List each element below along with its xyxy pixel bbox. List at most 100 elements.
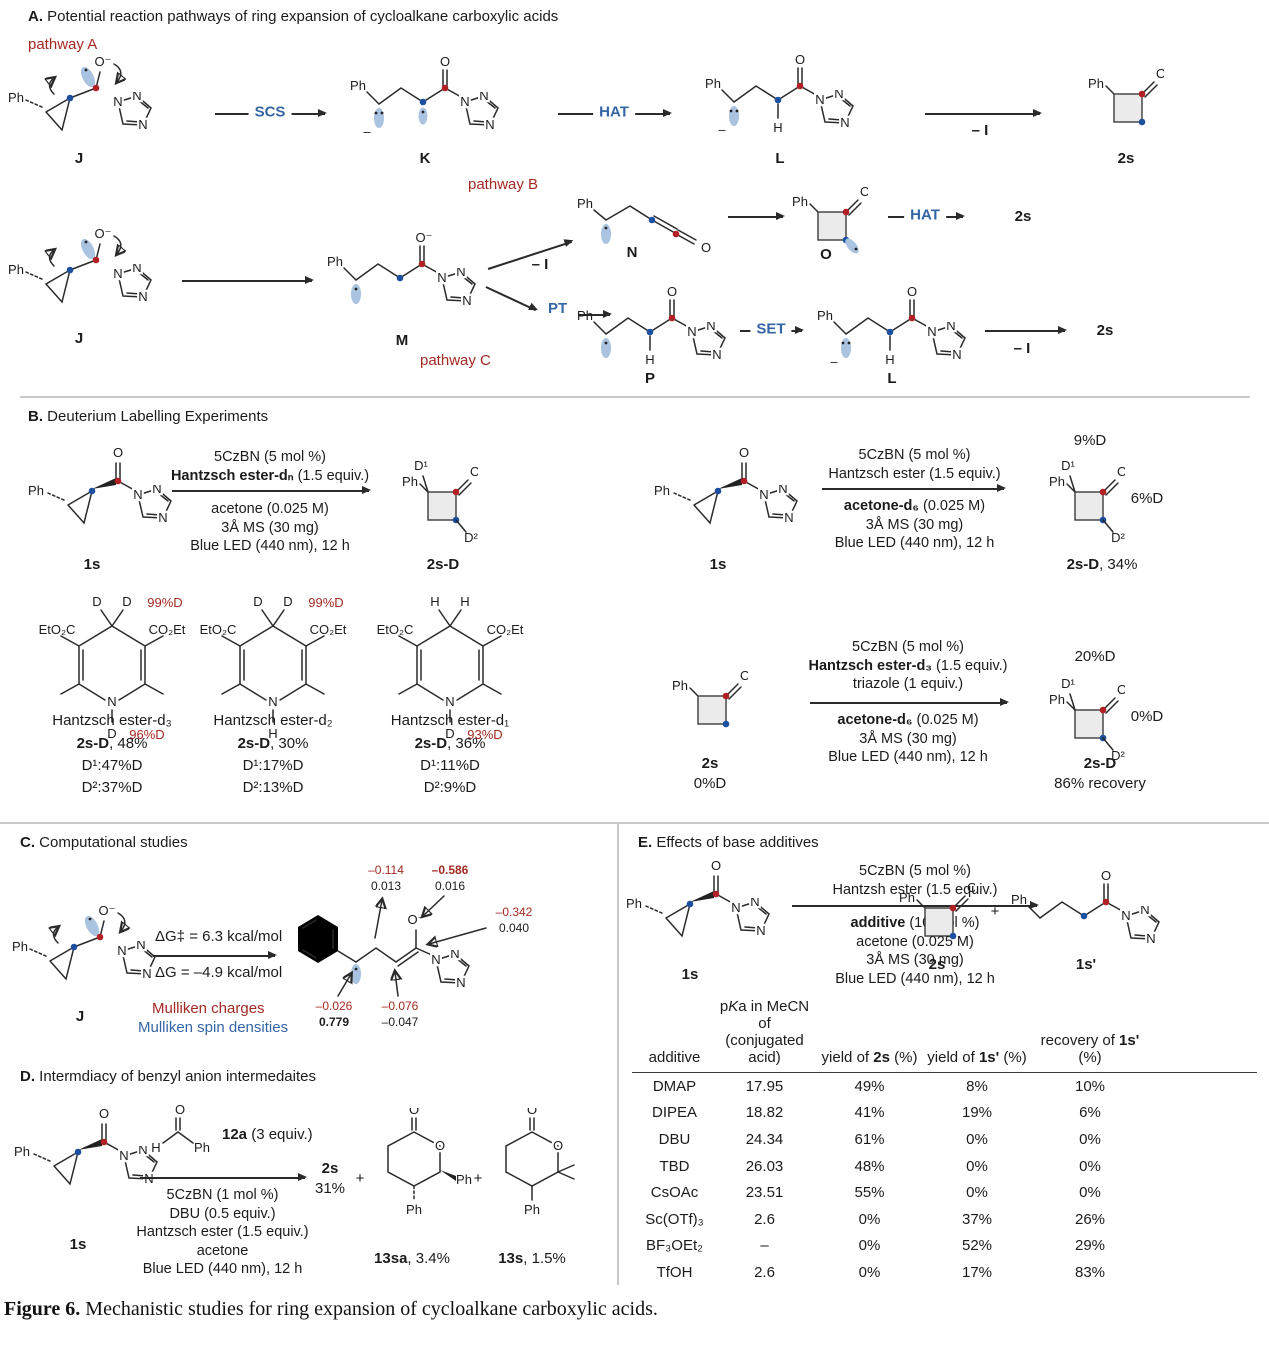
label-J: J [74,150,84,167]
label-L2: L [887,370,897,387]
hantzsch-d2-name: Hantzsch ester-d₂ [213,712,333,729]
table-row: CsOAc 23.51 55% 0% 0% [632,1179,1257,1206]
label-2s-paneld: 2s [321,1160,339,1177]
cell-yield-2s: 49% [854,1077,885,1095]
cell-pka: – [760,1237,769,1255]
panel-d-title: D. Intermdiacy of benzyl anion intermeda… [20,1068,316,1085]
atom-label: D¹ [414,458,428,473]
condition-line: Blue LED (440 nm), 12 h [835,970,995,987]
arrow-label-pt: PT [548,300,568,317]
cell-additive: TfOH [656,1263,693,1281]
plus-sign: + [355,1170,365,1187]
structure-1s-panele [620,858,785,968]
divider-vertical [617,822,619,1285]
structure-1s-rxn2 [648,445,813,555]
condition-line: DBU (0.5 equiv.) [169,1205,276,1222]
arrow-label-minus-i-c: – I [1013,340,1031,357]
label-K: K [419,150,431,167]
label-2s-panele: 2s [928,956,946,973]
structure-J [4,56,174,156]
conditions-panele-above: 5CzBN (5 mol %) Hantzsh ester (1.5 equiv… [790,862,1040,899]
structure-2s [1082,58,1172,138]
structure-ring-opened-panelc: O⁻ –0.114 0.013 –0.586 0.016 –0.342 0.04… [282,863,533,1029]
cell-additive: DMAP [652,1077,697,1095]
arrow-label-set: SET [750,320,792,338]
structure-1s-rxn1 [22,445,187,555]
cell-additive: DBU [658,1130,691,1148]
label-2s-rxn3: 2s [701,755,719,772]
table-row: Sc(OTf)₃ 2.6 0% 37% 26% [632,1206,1257,1233]
condition-rest: (1.5 equiv.) [293,467,370,484]
structure-13sa: Ph Ph [372,1108,472,1217]
atom-label: D [445,726,454,741]
col-header-yield-2s: yield of 2s (%) [812,998,927,1073]
arrow-j-to-m [182,276,314,284]
label-2s-rxn3-d: 0%D [693,775,727,792]
pct-label: 99%D [308,595,343,610]
structure-P: O H [572,284,747,367]
panel-e-title: E. Effects of base additives [638,834,819,851]
table-row: BF₃OEt₂ – 0% 52% 29% [632,1233,1257,1260]
structure-N [572,182,722,262]
atom-label: O [1101,868,1111,883]
cell-recovery: 6% [1079,1104,1101,1122]
col-header-yield-1sp: yield of 1s' (%) [927,998,1027,1073]
mulliken-spin: –0.047 [382,1015,419,1029]
condition-line: 5CzBN (5 mol %) [214,449,326,465]
cell-yield-2s: 41% [854,1104,885,1122]
cell-yield-1sp: 0% [966,1157,988,1175]
annotation-d1pct: 9%D [1073,432,1107,449]
panel-e-label: E. [638,834,653,851]
mulliken-charge: –0.026 [316,999,353,1013]
structure-13s: Ph [490,1108,575,1217]
structure-L2: O – H [812,284,987,369]
conditions-rxn1-below: acetone (0.025 M) 3Å MS (30 mg) Blue LED… [170,500,370,556]
condition-rest: (0.025 M) [912,712,979,728]
atom-label: O [795,52,805,67]
condition-line: Hantzsch ester (1.5 equiv.) [136,1224,309,1240]
atom-label: D [92,594,101,609]
cell-additive: BF₃OEt₂ [646,1237,703,1255]
pct-label: 96%D [129,727,164,742]
arrow-rxn3 [810,698,1009,706]
cell-recovery: 83% [1074,1263,1106,1281]
hdr-bold: 1s' [1119,1032,1140,1049]
hantzsch-d3-result: 2s-D, 48% [77,735,148,752]
condition-bold: Hantzsch ester-d₃ [808,657,933,674]
table-row: DMAP 17.95 49% 8% 10% [632,1073,1257,1100]
arrow-label-minus-i-b: – I [531,256,549,273]
panel-b-title: B. Deuterium Labelling Experiments [28,408,268,425]
condition-line: 3Å MS (30 mg) [221,519,319,536]
plus-sign: + [990,903,1000,920]
table-row: DIPEA 18.82 41% 19% 6% [632,1100,1257,1127]
condition-line: Blue LED (440 nm), 12 h [834,535,995,551]
cell-yield-2s: 0% [858,1210,881,1228]
cell-pka: 23.51 [745,1184,784,1202]
label-2sD-rxn3: 2s-D [1083,755,1117,772]
atom-label: H [460,594,469,609]
atom-label: D [283,594,292,609]
table-header-row: additive pKa in MeCN of (conjugated acid)… [632,998,1257,1073]
label-12a: 12a (3 equiv.) [222,1126,313,1143]
arrow-minus-i-1 [925,109,1042,117]
panel-b-title-text: Deuterium Labelling Experiments [47,408,269,425]
cell-yield-1sp: 37% [961,1210,993,1228]
hdr-pre: recovery of [1040,1032,1120,1049]
structure-M: O⁻ [322,230,497,326]
mulliken-charge: –0.342 [496,905,533,919]
pathway-a-label: pathway A [28,36,98,53]
label-O: O [820,246,832,263]
hdr-post: (%) [889,1049,918,1066]
product-rest: , 3.4% [407,1250,450,1267]
structure-hantzsch-d1: H H D 93%D [355,594,545,742]
arrow-minus-i-c [985,326,1067,334]
label-1s-prime: 1s' [1075,956,1097,973]
result-rest: , 36% [447,735,486,752]
condition-rest: (1.5 equiv.) [932,657,1008,674]
caption-bold: Figure 6. [4,1298,81,1320]
annotation-d2pct: 6%D [1130,490,1164,507]
condition-line: 3Å MS (30 mg) [865,516,964,533]
condition-line: Hantzsh ester (1.5 equiv.) [832,881,998,898]
atom-label: H [430,594,439,609]
arrow-panelc [153,951,277,959]
